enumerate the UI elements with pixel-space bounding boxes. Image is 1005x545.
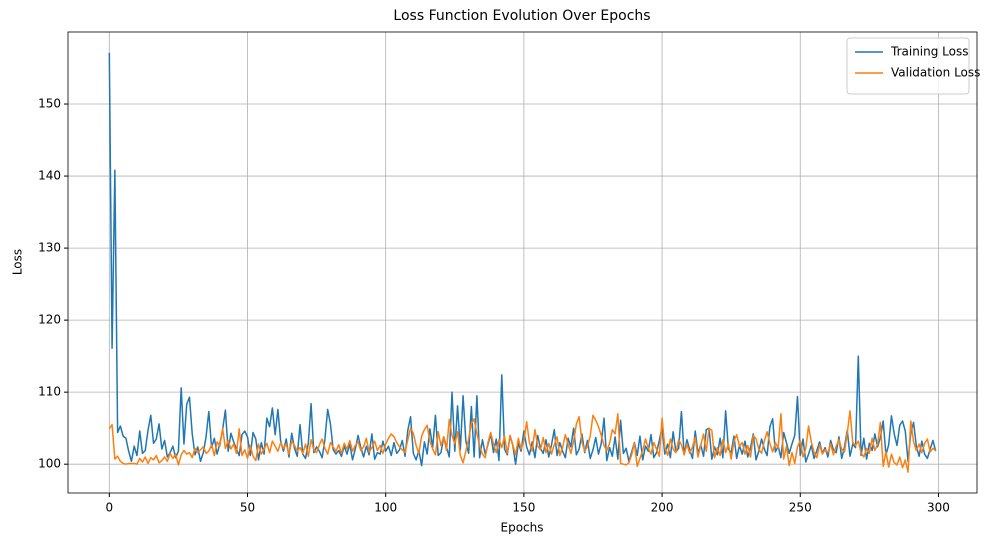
- line-series: [108, 410, 937, 473]
- x-tick-label: 150: [512, 501, 535, 515]
- x-axis-label: Epochs: [501, 521, 544, 535]
- plot-frame: [67, 31, 978, 494]
- x-tick-label: 250: [789, 501, 812, 515]
- y-tick-label: 140: [38, 169, 61, 183]
- chart-title: Loss Function Evolution Over Epochs: [393, 8, 650, 24]
- line-series: [108, 52, 937, 467]
- x-tick-label: 300: [927, 501, 950, 515]
- legend-label: Training Loss: [890, 45, 968, 59]
- x-tick-label: 0: [105, 501, 113, 515]
- x-tick-label: 100: [374, 501, 397, 515]
- legend-label: Validation Loss: [891, 66, 980, 80]
- x-tick-label: 50: [240, 501, 255, 515]
- legend: Training Loss Validation Loss: [846, 37, 980, 95]
- y-tick-label: 100: [38, 457, 61, 471]
- y-tick-label: 150: [38, 97, 61, 111]
- y-tick-label: 130: [38, 241, 61, 255]
- y-axis-label: Loss: [11, 249, 25, 275]
- x-tick-label: 200: [651, 501, 674, 515]
- y-tick-label: 110: [38, 385, 61, 399]
- y-tick-label: 120: [38, 313, 61, 327]
